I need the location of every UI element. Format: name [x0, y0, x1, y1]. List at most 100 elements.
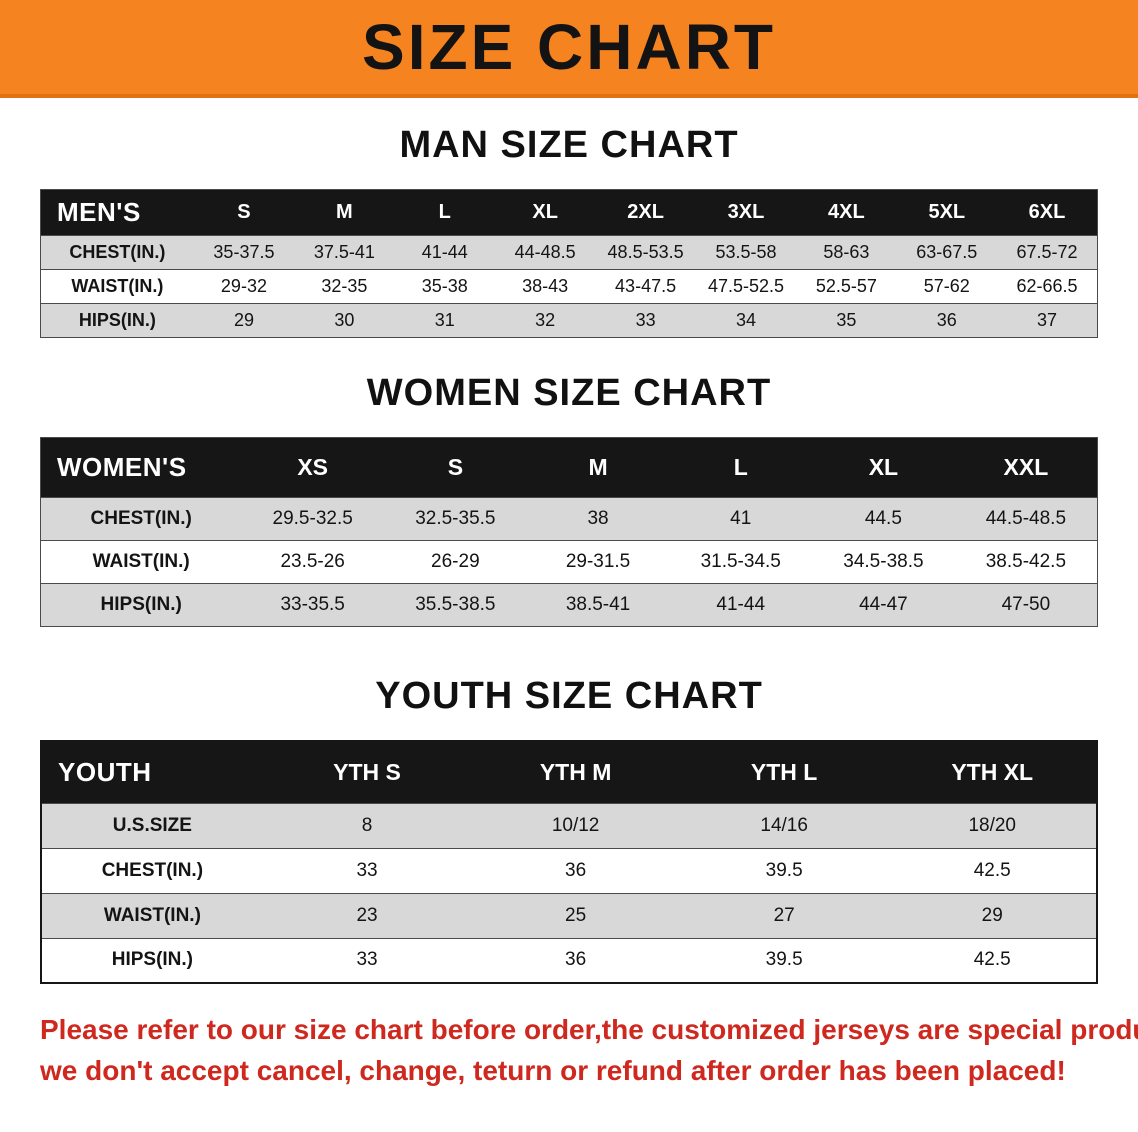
value-cell: 26-29: [384, 540, 527, 584]
value-cell: 38.5-41: [526, 583, 670, 627]
row-label-cell: HIPS(IN.): [40, 583, 242, 627]
value-cell: 42.5: [888, 937, 1097, 984]
value-cell: 52.5-57: [796, 269, 897, 304]
value-cell: 37.5-41: [294, 235, 395, 270]
value-cell: 33: [262, 847, 472, 894]
size-header-cell: 2XL: [595, 189, 696, 236]
women-size-table: WOMEN'S XS S M L XL XXL CHEST(IN.) 29.5-32.5 32.5…: [40, 437, 1098, 627]
value-cell: 23: [262, 892, 472, 939]
value-cell: 38-43: [494, 269, 596, 304]
table-row: HIPS(IN.) 29 30 31 32 33 34 35 36 37: [40, 303, 1098, 338]
value-cell: 27: [679, 892, 889, 939]
banner-title: SIZE CHART: [362, 11, 776, 83]
value-cell: 29: [193, 303, 295, 338]
value-cell: 48.5-53.5: [595, 235, 696, 270]
size-header-cell: 4XL: [796, 189, 897, 236]
row-label-cell: CHEST(IN.): [41, 847, 263, 894]
youth-size-chart-heading: YOUTH SIZE CHART: [375, 675, 763, 717]
value-cell: 18/20: [888, 802, 1097, 849]
value-cell: 47-50: [954, 583, 1098, 627]
table-title-cell: MEN'S: [40, 189, 194, 236]
value-cell: 35-38: [394, 269, 495, 304]
size-header-cell: YTH L: [679, 741, 889, 803]
value-cell: 43-47.5: [595, 269, 696, 304]
value-cell: 8: [262, 802, 472, 849]
value-cell: 35: [796, 303, 897, 338]
value-cell: 10/12: [471, 802, 680, 849]
disclaimer-text: Please refer to our size chart before or…: [40, 1010, 1138, 1091]
value-cell: 42.5: [888, 847, 1097, 894]
value-cell: 57-62: [896, 269, 997, 304]
value-cell: 63-67.5: [896, 235, 997, 270]
value-cell: 34.5-38.5: [812, 540, 955, 584]
man-size-chart-heading: MAN SIZE CHART: [399, 124, 739, 166]
size-header-cell: YTH M: [471, 741, 680, 803]
value-cell: 29-32: [193, 269, 295, 304]
value-cell: 39.5: [679, 847, 889, 894]
value-cell: 32-35: [294, 269, 395, 304]
value-cell: 41: [669, 497, 813, 541]
value-cell: 29.5-32.5: [241, 497, 385, 541]
size-header-cell: S: [193, 189, 295, 236]
value-cell: 33-35.5: [241, 583, 385, 627]
value-cell: 39.5: [679, 937, 889, 984]
table-row: U.S.SIZE 8 10/12 14/16 18/20: [41, 802, 1097, 849]
table-row: HIPS(IN.) 33-35.5 35.5-38.5 38.5-41 41-44 44-…: [40, 583, 1098, 627]
value-cell: 32.5-35.5: [384, 497, 527, 541]
value-cell: 38: [526, 497, 670, 541]
size-header-cell: M: [526, 437, 670, 498]
value-cell: 31.5-34.5: [669, 540, 813, 584]
value-cell: 35-37.5: [193, 235, 295, 270]
value-cell: 36: [896, 303, 997, 338]
row-label-cell: HIPS(IN.): [40, 303, 194, 338]
disclaimer-line-2: we don't accept cancel, change, teturn o…: [40, 1054, 1066, 1086]
value-cell: 36: [471, 937, 680, 984]
size-header-cell: XL: [812, 437, 955, 498]
value-cell: 62-66.5: [997, 269, 1098, 304]
table-row: WAIST(IN.) 29-32 32-35 35-38 38-43 43-47.5 47.…: [40, 269, 1098, 304]
table-title-cell: WOMEN'S: [40, 437, 242, 498]
value-cell: 29-31.5: [526, 540, 670, 584]
table-row: CHEST(IN.) 35-37.5 37.5-41 41-44 44-48.5 48.5…: [40, 235, 1098, 270]
row-label-cell: WAIST(IN.): [40, 269, 194, 304]
size-header-cell: M: [294, 189, 395, 236]
size-header-cell: 3XL: [695, 189, 797, 236]
value-cell: 29: [888, 892, 1097, 939]
size-header-cell: YTH S: [262, 741, 472, 803]
size-header-cell: S: [384, 437, 527, 498]
value-cell: 31: [394, 303, 495, 338]
table-row: CHEST(IN.) 33 36 39.5 42.5: [41, 847, 1097, 894]
size-header-cell: 6XL: [997, 189, 1098, 236]
value-cell: 32: [494, 303, 596, 338]
value-cell: 47.5-52.5: [695, 269, 797, 304]
value-cell: 14/16: [679, 802, 889, 849]
value-cell: 33: [595, 303, 696, 338]
value-cell: 23.5-26: [241, 540, 385, 584]
value-cell: 36: [471, 847, 680, 894]
row-label-cell: WAIST(IN.): [40, 540, 242, 584]
row-label-cell: HIPS(IN.): [41, 937, 263, 984]
men-size-table: MEN'S S M L XL 2XL 3XL 4XL 5XL 6XL CHEST(IN.) 35-37…: [40, 189, 1098, 338]
table-title-cell: YOUTH: [41, 741, 263, 803]
size-header-cell: XXL: [954, 437, 1098, 498]
value-cell: 67.5-72: [997, 235, 1098, 270]
value-cell: 41-44: [669, 583, 813, 627]
disclaimer-line-1: Please refer to our size chart before or…: [40, 1014, 1138, 1045]
value-cell: 44-47: [812, 583, 955, 627]
size-header-cell: XS: [241, 437, 385, 498]
value-cell: 25: [471, 892, 680, 939]
size-header-cell: YTH XL: [888, 741, 1097, 803]
table-row: WAIST(IN.) 23 25 27 29: [41, 892, 1097, 939]
table-header-row: MEN'S S M L XL 2XL 3XL 4XL 5XL 6XL: [40, 189, 1098, 236]
value-cell: 44.5: [812, 497, 955, 541]
table-row: HIPS(IN.) 33 36 39.5 42.5: [41, 937, 1097, 984]
size-header-cell: L: [394, 189, 495, 236]
size-header-cell: L: [669, 437, 813, 498]
women-size-chart-heading: WOMEN SIZE CHART: [366, 372, 772, 414]
youth-size-table: YOUTH YTH S YTH M YTH L YTH XL U.S.SIZE 8 10/12…: [40, 740, 1098, 984]
row-label-cell: CHEST(IN.): [40, 235, 194, 270]
table-row: CHEST(IN.) 29.5-32.5 32.5-35.5 38 41 44.5 44.5…: [40, 497, 1098, 541]
value-cell: 44.5-48.5: [954, 497, 1098, 541]
value-cell: 53.5-58: [695, 235, 797, 270]
